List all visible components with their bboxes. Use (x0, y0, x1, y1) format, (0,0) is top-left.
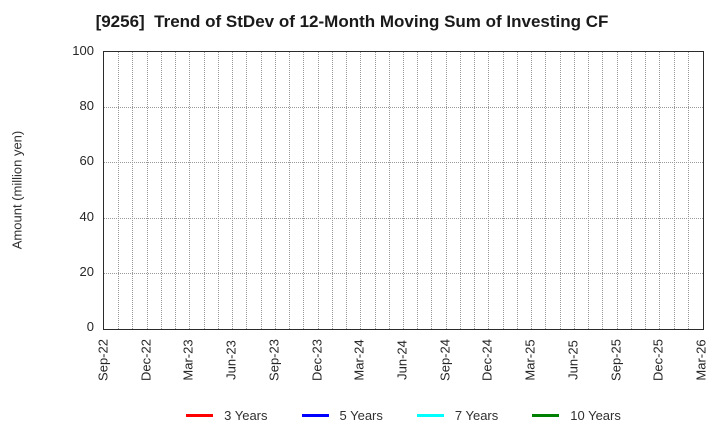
legend-label: 3 Years (224, 407, 268, 423)
vertical-gridline (417, 52, 419, 329)
legend-label: 10 Years (570, 407, 621, 423)
legend-item: 3 Years (186, 407, 268, 423)
vertical-gridline (502, 52, 504, 329)
vertical-gridline (673, 52, 675, 329)
x-axis-tick-label: Dec-25 (650, 339, 666, 381)
y-axis-tick-label: 20 (79, 263, 94, 279)
legend-item: 7 Years (416, 407, 499, 423)
x-axis-tick-label: Mar-24 (351, 339, 367, 381)
x-axis-tick-label: Mar-26 (693, 339, 709, 381)
vertical-gridline (431, 52, 433, 329)
vertical-gridline (445, 52, 447, 329)
vertical-gridline (559, 52, 561, 329)
vertical-gridline (189, 52, 191, 329)
x-axis-tick-label: Dec-22 (138, 339, 154, 381)
legend-label: 7 Years (454, 407, 499, 423)
horizontal-gridline (104, 162, 703, 164)
vertical-gridline (246, 52, 248, 329)
x-axis-tick-label: Mar-25 (522, 339, 538, 381)
legend: 3 Years 5 Years 7 Years 10 Years (103, 404, 704, 426)
vertical-gridline (403, 52, 404, 329)
vertical-gridline (516, 52, 518, 329)
vertical-gridline (588, 52, 590, 329)
vertical-gridline (616, 52, 618, 329)
vertical-gridline (630, 52, 632, 329)
horizontal-gridline (104, 272, 703, 274)
y-axis-tick-label: 60 (79, 153, 94, 169)
vertical-gridline (346, 52, 348, 329)
x-axis-tick-label: Jun-23 (223, 340, 239, 380)
vertical-gridline (687, 52, 689, 329)
vertical-gridline (488, 52, 490, 329)
vertical-gridline (175, 52, 177, 329)
legend-item: 10 Years (532, 408, 621, 423)
vertical-gridline (146, 52, 148, 329)
x-axis-tick-label: Sep-23 (266, 339, 282, 381)
vertical-gridline (645, 52, 647, 329)
vertical-gridline (360, 52, 362, 329)
y-axis-tick-label: 0 (86, 319, 94, 334)
vertical-gridline (545, 52, 547, 329)
vertical-gridline (260, 52, 262, 329)
x-axis-tick-label: Dec-23 (309, 339, 325, 381)
x-axis-tick-label: Sep-24 (437, 339, 453, 381)
vertical-gridline (659, 52, 661, 329)
y-axis-tick-label: 80 (79, 98, 94, 114)
legend-label: 5 Years (339, 407, 383, 423)
vertical-gridline (474, 52, 476, 329)
x-axis-tick-label: Dec-24 (479, 339, 495, 381)
horizontal-gridline (104, 107, 703, 109)
x-axis-tick-label: Sep-25 (608, 339, 624, 381)
legend-line-swatch (186, 413, 214, 417)
x-axis-tick-label: Jun-25 (565, 340, 581, 380)
vertical-gridline (303, 52, 305, 329)
vertical-gridline (203, 52, 205, 329)
x-axis-tick-label: Sep-22 (95, 339, 111, 381)
vertical-gridline (388, 52, 390, 329)
y-axis-tick-label: 40 (79, 208, 94, 224)
chart-title: [9256] Trend of StDev of 12-Month Moving… (95, 12, 609, 31)
plot-area (103, 51, 704, 330)
vertical-gridline (459, 52, 461, 329)
vertical-gridline (160, 52, 162, 329)
vertical-gridline (317, 52, 319, 329)
legend-line-swatch (532, 413, 560, 417)
vertical-gridline (531, 52, 533, 329)
vertical-gridline (217, 52, 219, 329)
legend-line-swatch (416, 413, 444, 417)
vertical-gridline (573, 52, 575, 329)
horizontal-gridline (104, 217, 703, 219)
vertical-gridline (118, 52, 120, 329)
y-axis-label: Amount (million yen) (9, 130, 25, 250)
x-axis-tick-label: Mar-23 (180, 339, 196, 381)
vertical-gridline (274, 52, 276, 329)
vertical-gridline (289, 52, 291, 329)
y-axis-tick-label: 100 (72, 43, 94, 58)
vertical-gridline (374, 52, 376, 329)
legend-item: 5 Years (301, 407, 383, 423)
legend-line-swatch (301, 413, 329, 417)
vertical-gridline (232, 52, 234, 329)
x-axis-tick-label: Jun-24 (394, 340, 410, 380)
vertical-gridline (331, 52, 333, 329)
vertical-gridline (132, 52, 134, 329)
vertical-gridline (602, 52, 604, 329)
